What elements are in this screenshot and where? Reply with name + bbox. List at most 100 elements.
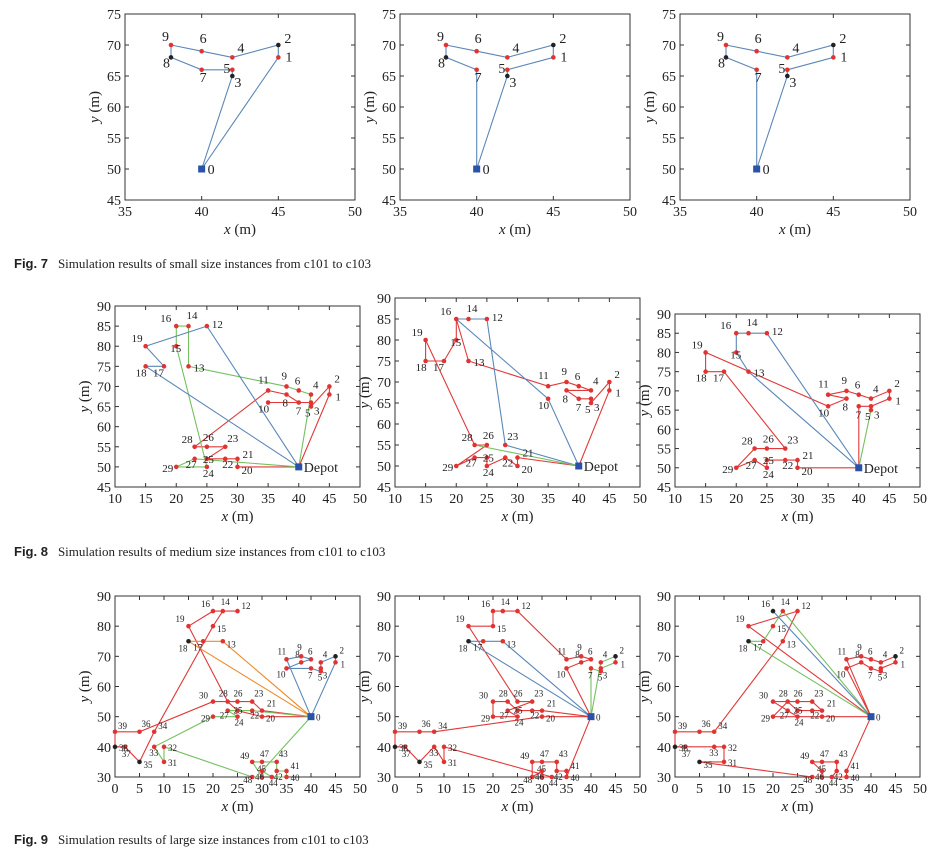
node-label: 8: [438, 56, 445, 71]
node-label: 7: [588, 670, 593, 680]
node-marker: [318, 669, 324, 674]
node-label: 21: [803, 450, 814, 462]
node-marker: [844, 657, 849, 662]
node-marker: [785, 67, 790, 73]
node-marker: [235, 714, 240, 719]
x-tick-label: 40: [864, 782, 878, 797]
y-axis-label: y (m): [362, 91, 378, 125]
node-marker: [505, 73, 510, 79]
y-axis-unit: (m): [637, 670, 653, 695]
node-label: 18: [739, 643, 749, 653]
node-label: 3: [883, 670, 888, 680]
node-label: 23: [507, 431, 519, 443]
node-label: 26: [763, 434, 775, 446]
node-marker: [515, 608, 520, 614]
x-tick-label: 25: [511, 782, 525, 797]
x-axis-variable: x: [223, 222, 231, 238]
node-marker: [588, 400, 594, 406]
node-label: 28: [219, 689, 229, 699]
node-marker: [308, 404, 314, 409]
depot-label: Depot: [304, 461, 338, 476]
node-marker: [576, 396, 582, 402]
y-axis-unit: (m): [77, 670, 93, 695]
depot-marker: [295, 463, 303, 471]
x-axis-variable: x: [500, 509, 508, 525]
node-marker: [878, 660, 884, 665]
node-marker: [220, 608, 226, 614]
node-marker: [672, 729, 678, 735]
node-label: 15: [450, 337, 462, 349]
figure-8-label: Fig. 8: [14, 544, 48, 559]
node-marker: [199, 48, 204, 54]
x-axis-variable: x: [500, 799, 508, 815]
node-label: 20: [826, 714, 836, 724]
node-label: 30: [199, 691, 209, 701]
node-label: 22: [502, 458, 513, 470]
node-label: 26: [794, 689, 804, 699]
node-label: 17: [713, 373, 725, 385]
node-marker: [825, 392, 831, 398]
node-label: 10: [258, 404, 270, 416]
node-label: 15: [217, 624, 227, 634]
x-tick-label: 0: [672, 782, 679, 797]
node-marker: [834, 759, 839, 765]
depot-label: Depot: [864, 462, 898, 477]
node-marker: [868, 666, 874, 671]
node-marker: [222, 444, 228, 450]
node-marker: [204, 456, 210, 462]
node-label: 8: [575, 649, 580, 659]
x-axis-unit: (m): [228, 799, 253, 815]
node-label: 40: [851, 773, 861, 783]
node-marker: [831, 55, 836, 60]
y-tick-label: 50: [657, 711, 671, 726]
node-label: 10: [277, 669, 287, 679]
node-label: 16: [160, 313, 172, 325]
x-tick-label: 20: [729, 492, 743, 507]
node-label: 22: [810, 711, 819, 721]
node-marker: [480, 638, 486, 644]
route-red: [394, 716, 592, 778]
node-label: 10: [837, 669, 847, 679]
node-label: 6: [295, 375, 301, 387]
x-tick-label: 30: [535, 782, 549, 797]
route-green: [746, 610, 872, 718]
node-marker: [754, 67, 759, 73]
y-axis-label: y (m): [637, 384, 653, 418]
node-label: 7: [296, 406, 302, 418]
node-marker: [490, 699, 496, 704]
node-label: 49: [240, 751, 250, 761]
node-marker: [173, 464, 179, 470]
node-label: 9: [297, 642, 302, 652]
node-label: 8: [283, 397, 289, 409]
node-marker: [780, 638, 786, 644]
node-marker: [230, 55, 235, 60]
node-label: 16: [720, 320, 732, 332]
node-label: 32: [168, 743, 177, 753]
node-marker: [274, 759, 279, 765]
node-label: 6: [855, 380, 861, 392]
node-label: 11: [538, 370, 549, 382]
node-label: 41: [851, 761, 860, 771]
node-label: 25: [203, 454, 215, 466]
node-marker: [844, 396, 849, 401]
node-marker: [868, 403, 874, 409]
node-marker: [431, 729, 437, 735]
x-tick-label: 15: [419, 492, 433, 507]
node-marker: [809, 699, 815, 704]
node-marker: [220, 638, 226, 644]
node-marker: [868, 396, 874, 401]
node-marker: [225, 708, 230, 713]
x-tick-label: 30: [791, 492, 805, 507]
x-tick-label: 15: [182, 782, 196, 797]
chart-medium-c102: 10 15 20 25 30 35 40 45 5045505560657075808590x …: [357, 292, 647, 525]
figure-9-text: Simulation results of large size instanc…: [57, 832, 369, 847]
x-tick-label: 25: [480, 492, 494, 507]
node-marker: [819, 774, 825, 780]
node-marker: [515, 455, 520, 460]
node-marker: [578, 654, 584, 659]
node-marker: [893, 654, 898, 659]
node-label: 1: [335, 391, 341, 403]
node-label: 19: [412, 327, 424, 339]
node-marker: [296, 388, 302, 393]
node-marker: [484, 455, 490, 460]
